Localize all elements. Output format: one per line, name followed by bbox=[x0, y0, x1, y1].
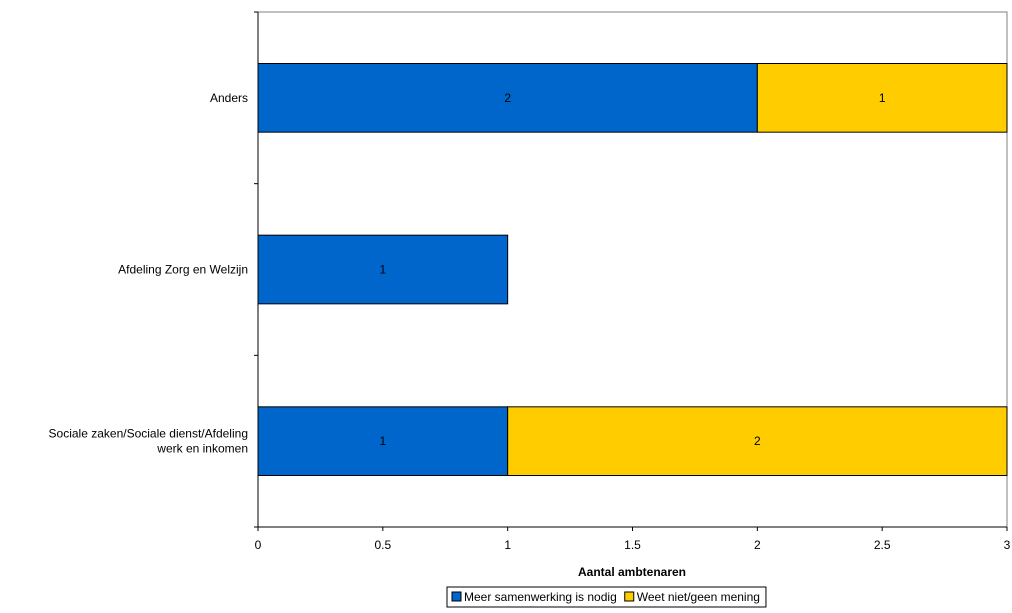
category-axis: Sociale zaken/Sociale dienst/Afdelingwer… bbox=[49, 11, 259, 528]
bar-segment bbox=[756, 63, 1008, 133]
bar-segment bbox=[257, 234, 509, 305]
x-tick-label: 2.5 bbox=[874, 538, 891, 552]
x-tick-label: 1 bbox=[504, 538, 511, 552]
x-tick-label: 3 bbox=[1004, 538, 1011, 552]
bar-segment bbox=[507, 406, 1008, 477]
legend-frame bbox=[446, 586, 767, 608]
bars bbox=[257, 63, 1008, 477]
category-label: Sociale zaken/Sociale dienst/Afdeling bbox=[49, 427, 248, 441]
data-label: 1 bbox=[879, 91, 886, 105]
data-label: 1 bbox=[379, 434, 386, 448]
legend-swatch bbox=[451, 591, 462, 602]
bar-segment bbox=[257, 406, 509, 477]
x-tick-label: 0.5 bbox=[374, 538, 391, 552]
value-axis: 0 0.5 1 1.5 2 2.5 3 bbox=[255, 526, 1011, 552]
data-label: 2 bbox=[504, 91, 511, 105]
x-tick-label: 1.5 bbox=[624, 538, 641, 552]
bar-segment bbox=[257, 63, 758, 133]
category-label: Anders bbox=[210, 91, 248, 105]
x-tick-label: 0 bbox=[255, 538, 262, 552]
data-label: 2 bbox=[754, 434, 761, 448]
legend-label: Meer samenwerking is nodig bbox=[464, 590, 617, 604]
x-axis-title: Aantal ambtenaren bbox=[578, 565, 686, 579]
category-label: Afdeling Zorg en Welzijn bbox=[118, 263, 248, 277]
data-labels: 1 2 1 2 1 bbox=[379, 91, 885, 448]
data-label: 1 bbox=[379, 263, 386, 277]
x-tick-label: 2 bbox=[754, 538, 761, 552]
legend-swatch bbox=[624, 591, 635, 602]
legend: Meer samenwerking is nodig Weet niet/geen… bbox=[446, 586, 767, 608]
category-label: werk en inkomen bbox=[156, 442, 248, 456]
legend-label: Weet niet/geen mening bbox=[637, 590, 760, 604]
